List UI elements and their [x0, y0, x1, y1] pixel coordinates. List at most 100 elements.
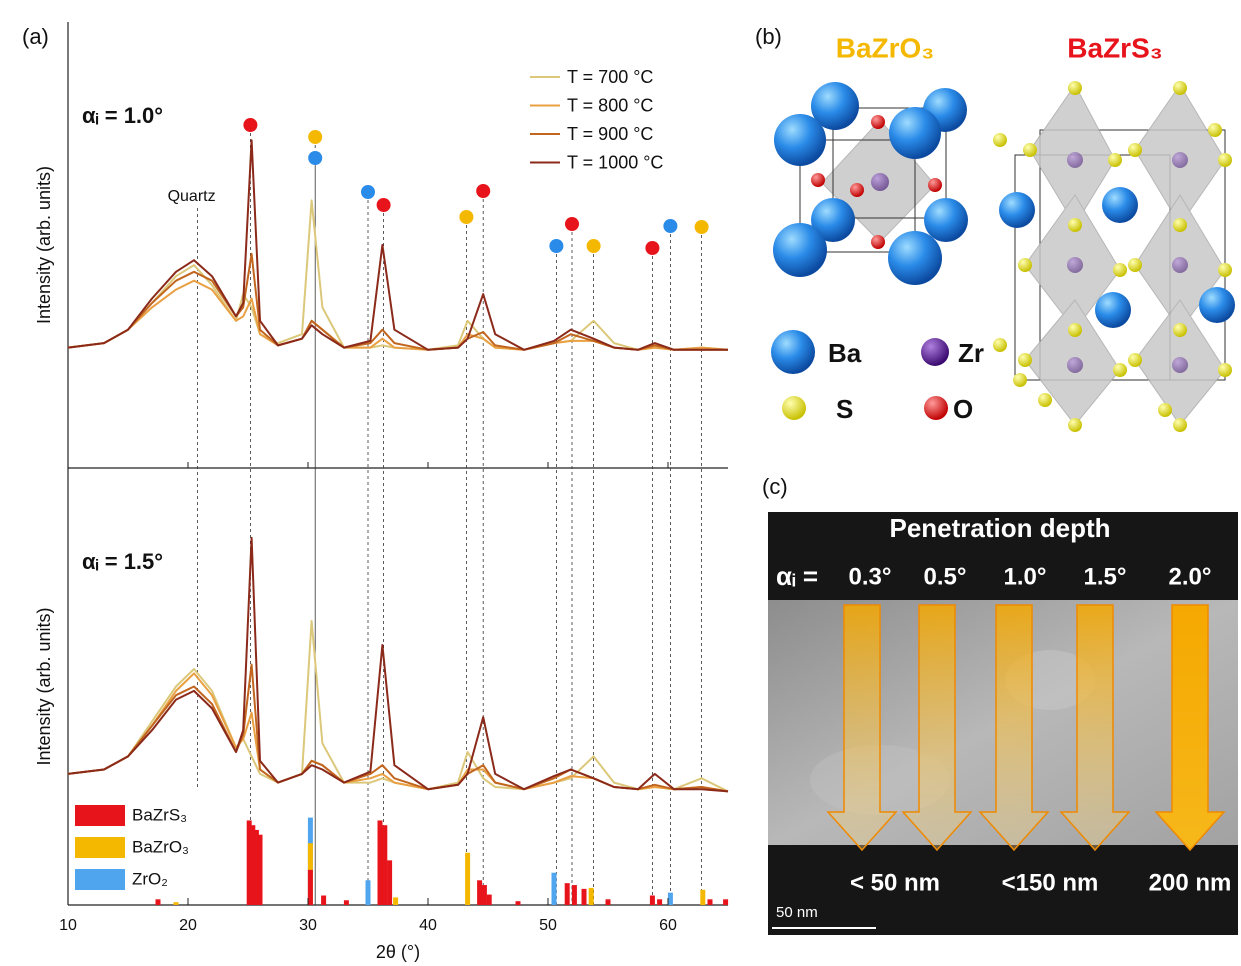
xrd-curve: [67, 252, 728, 351]
legend-label: ZrO₂: [132, 869, 168, 888]
xrd-curve: [67, 672, 729, 793]
reference-bar: [571, 885, 577, 905]
angle-label: 1.5°: [1084, 563, 1127, 590]
reference-bar: [657, 899, 663, 905]
x-tick-label: 60: [659, 917, 677, 934]
reference-bar: [481, 885, 487, 905]
angle-label: 0.5°: [924, 563, 967, 590]
reference-bar: [486, 894, 492, 905]
angle-label: 2.0°: [1169, 563, 1212, 590]
x-tick-label: 40: [419, 917, 437, 934]
legend-label: T = 900 °C: [567, 124, 653, 144]
panel-label: (c): [762, 474, 788, 499]
peak-marker: [586, 239, 601, 253]
reference-bar: [257, 834, 263, 905]
reference-bar: [155, 899, 161, 905]
panel-label: (a): [22, 24, 49, 49]
penetration-arrow: [1059, 604, 1131, 852]
reference-bar: [605, 899, 611, 905]
legend-label: O: [953, 394, 973, 424]
xrd-curve: [67, 199, 729, 351]
peak-marker: [694, 220, 709, 234]
reference-bar: [564, 883, 570, 905]
xrd-curve: [67, 139, 728, 351]
scale-bar-label: 50 nm: [776, 904, 818, 921]
peak-marker: [361, 185, 375, 199]
peak-marker: [549, 239, 564, 253]
reference-bar: [343, 900, 349, 905]
legend-label: BaZrS₃: [132, 805, 187, 824]
panel-label: (b): [755, 24, 782, 49]
reference-bar: [246, 820, 252, 905]
y-axis-label: Intensity (arb. units): [34, 166, 54, 324]
structure-title: BaZrS₃: [1067, 32, 1162, 63]
reference-bar: [307, 869, 313, 905]
angle-label: 0.3°: [849, 563, 892, 590]
reference-bar: [377, 820, 383, 905]
depth-label: 200 nm: [1149, 869, 1232, 896]
reference-bar: [581, 888, 587, 905]
structure-oxide: BaZrO₃: [773, 32, 968, 285]
condition-label: αᵢ = 1.5°: [82, 549, 163, 574]
legend-label: Zr: [958, 338, 984, 368]
x-tick-label: 50: [539, 917, 557, 934]
legend-swatch: [75, 837, 125, 858]
reference-bar: [551, 872, 557, 905]
x-axis-label: 2θ (°): [376, 942, 420, 962]
reference-bar: [465, 852, 471, 905]
atom-legend: Ba Zr S O: [771, 330, 984, 424]
structure-title: BaZrO₃: [836, 32, 935, 63]
legend-swatch: [75, 805, 125, 826]
depth-label: < 50 nm: [850, 869, 940, 896]
xrd-curve: [67, 279, 729, 351]
tem-image: Penetration depth αᵢ = 50 nm: [768, 512, 1238, 935]
legend-label: S: [836, 394, 853, 424]
peak-marker: [476, 184, 491, 198]
legend-label: BaZrO₃: [132, 837, 189, 856]
legend-label: T = 1000 °C: [567, 152, 663, 172]
penetration-arrow: [978, 604, 1050, 852]
reference-bar: [700, 889, 706, 905]
reference-bar: [321, 895, 327, 905]
legend-swatch: [75, 869, 125, 890]
reference-bar: [387, 860, 393, 905]
reference-bar: [515, 901, 521, 905]
depth-label: <150 nm: [1002, 869, 1099, 896]
reference-bar: [365, 880, 371, 905]
penetration-arrow: [901, 604, 973, 852]
reference-bar: [649, 895, 655, 905]
peak-marker: [308, 151, 323, 165]
xrd-curve: [67, 663, 729, 793]
xrd-curve: [67, 536, 729, 793]
x-tick-label: 20: [179, 917, 197, 934]
peak-marker: [565, 217, 579, 231]
x-tick-label: 30: [299, 917, 317, 934]
reference-bar: [173, 902, 179, 905]
x-tick-label: 10: [59, 917, 77, 934]
peak-marker: [243, 118, 258, 132]
peak-marker: [308, 130, 323, 144]
peak-marker: [376, 198, 391, 212]
legend-label: T = 700 °C: [567, 67, 653, 87]
reference-bar: [250, 825, 256, 905]
legend-label: T = 800 °C: [567, 95, 653, 115]
reference-bar: [723, 899, 729, 905]
reference-bar: [393, 897, 399, 905]
legend-label: Ba: [828, 338, 862, 368]
reference-bar: [253, 829, 259, 905]
angle-label: 1.0°: [1004, 563, 1047, 590]
xrd-curve: [67, 620, 729, 793]
peak-marker: [663, 219, 678, 233]
reference-bar: [588, 887, 594, 905]
peak-marker: [645, 241, 660, 255]
penetration-arrow: [826, 604, 898, 852]
reference-bar: [477, 880, 483, 905]
structure-sulfide: BaZrS₃: [993, 32, 1235, 432]
reference-bar: [382, 825, 388, 905]
penetration-arrow: [1154, 604, 1226, 852]
peak-marker: [459, 210, 474, 224]
tem-title: Penetration depth: [889, 513, 1110, 543]
alpha-label: αᵢ =: [776, 561, 818, 591]
quartz-label: Quartz: [168, 188, 216, 205]
